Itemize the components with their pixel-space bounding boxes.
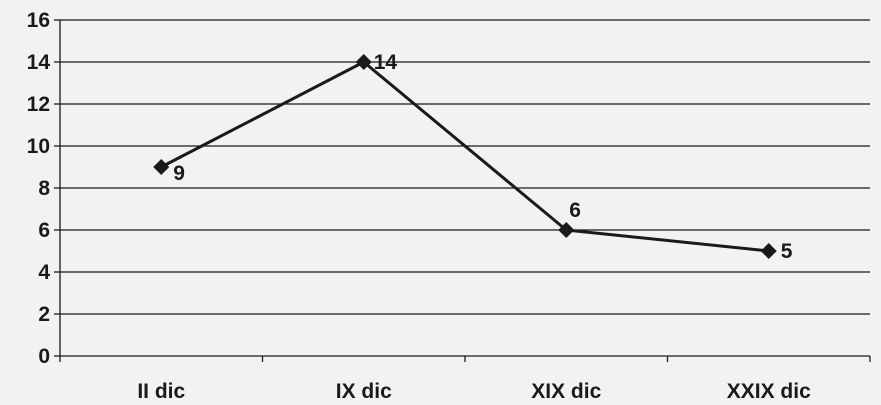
data-point-marker: [558, 222, 575, 238]
x-category-label: XXIX dic: [727, 380, 811, 403]
data-label: 5: [781, 240, 793, 263]
y-tick-label: 12: [27, 93, 50, 116]
data-point-marker: [355, 54, 372, 70]
y-axis-tick-labels: 0 2 4 6 8 10 12 14 16: [27, 9, 51, 368]
data-label: 14: [374, 51, 398, 74]
y-tick-label: 14: [27, 51, 51, 74]
y-tick-label: 4: [38, 261, 50, 284]
x-category-label: IX dic: [336, 380, 392, 403]
data-label: 6: [569, 199, 581, 222]
data-point-marker: [153, 159, 170, 175]
x-axis-category-labels: II dic IX dic XIX dic XXIX dic: [137, 380, 811, 403]
gridlines: [60, 19, 870, 357]
y-tick-label: 6: [38, 219, 50, 242]
y-tick-label: 2: [38, 303, 50, 326]
y-tick-label: 0: [38, 345, 50, 368]
x-category-label: XIX dic: [531, 380, 601, 403]
series-layer: [153, 54, 777, 259]
y-tick-label: 16: [27, 9, 50, 32]
x-category-label: II dic: [137, 380, 185, 403]
y-tick-label: 10: [27, 135, 50, 158]
series-line: [160, 60, 769, 253]
data-label: 9: [173, 162, 185, 185]
axes: [54, 19, 871, 362]
y-tick-label: 8: [38, 177, 50, 200]
data-point-marker: [760, 243, 777, 259]
data-labels: 9 14 6 5: [173, 51, 793, 263]
